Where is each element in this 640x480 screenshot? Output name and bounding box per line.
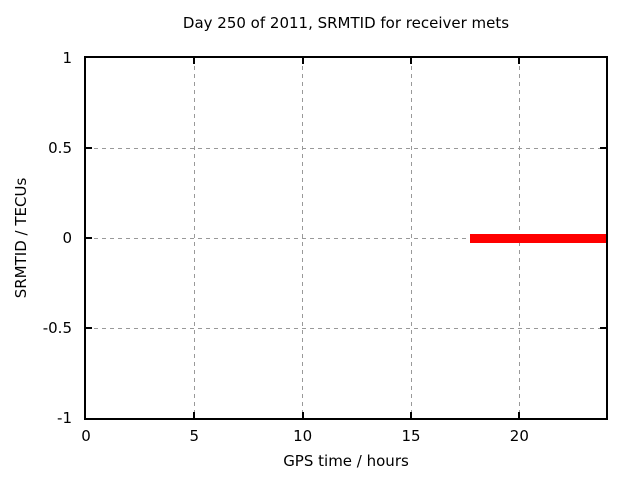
y-tick-label: 1 xyxy=(62,49,72,67)
y-tick-left xyxy=(86,327,92,329)
y-tick-label: 0 xyxy=(62,229,72,247)
x-tick-top xyxy=(193,58,196,64)
y-tick-label: -0.5 xyxy=(42,319,72,337)
x-tick-label: 15 xyxy=(401,427,421,445)
chart-title: Day 250 of 2011, SRMTID for receiver met… xyxy=(182,14,510,32)
series-line-segment xyxy=(469,233,606,243)
x-tick-bottom xyxy=(410,412,412,418)
y-tick-label: 0.5 xyxy=(48,139,72,157)
x-tick-bottom xyxy=(193,412,196,418)
x-tick-bottom xyxy=(301,412,304,418)
y-tick-left xyxy=(86,237,92,239)
y-tick-label: -1 xyxy=(57,409,72,427)
x-tick-label: 5 xyxy=(189,427,200,445)
x-tick-label: 10 xyxy=(293,427,313,445)
y-tick-right xyxy=(600,147,606,149)
x-tick-label: 0 xyxy=(81,427,91,445)
x-tick-top xyxy=(518,58,521,64)
x-tick-label: 20 xyxy=(509,427,529,445)
x-tick-bottom xyxy=(518,412,521,418)
y-tick-left xyxy=(86,147,92,149)
y-gridline xyxy=(86,237,606,239)
y-tick-right xyxy=(600,327,606,329)
y-gridline xyxy=(86,147,606,149)
y-gridline xyxy=(86,327,606,329)
x-tick-top xyxy=(301,58,304,64)
plot-area: 0 5 10 15 20 -1 -0.5 0 0.5 1 xyxy=(43,49,608,445)
x-tick-top xyxy=(410,58,412,64)
x-axis-label: GPS time / hours xyxy=(283,452,409,470)
